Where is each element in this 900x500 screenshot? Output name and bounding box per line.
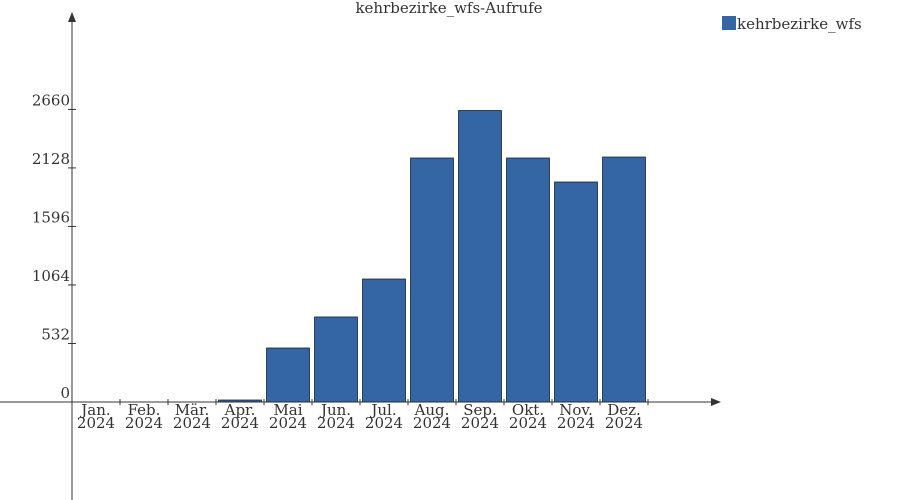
x-tick-label: Aug.	[414, 401, 450, 419]
legend-label: kehrbezirke_wfs	[737, 15, 862, 33]
x-tick-label: Sep.	[463, 401, 497, 419]
x-tick-label: 2024	[317, 414, 355, 432]
x-tick-label: 2024	[413, 414, 451, 432]
x-tick-label: Okt.	[512, 401, 544, 419]
x-tick-label: Mai	[273, 401, 302, 419]
x-tick-label: Jul.	[369, 401, 396, 419]
y-tick-label: 2128	[32, 150, 70, 168]
bar	[410, 157, 454, 403]
x-tick-label: Jan.	[79, 401, 110, 419]
bar	[602, 156, 646, 403]
y-tick-label: 2660	[32, 91, 70, 109]
y-tick-label: 0	[60, 384, 70, 402]
bar	[362, 278, 406, 403]
bar	[458, 110, 502, 403]
x-axis-arrow	[711, 398, 721, 406]
x-tick-label: 2024	[125, 414, 163, 432]
x-tick-label: 2024	[557, 414, 595, 432]
x-tick-label: Dez.	[607, 401, 641, 419]
bar	[554, 181, 598, 403]
chart-title: kehrbezirke_wfs-Aufrufe	[355, 0, 542, 17]
legend-swatch	[722, 16, 736, 30]
x-tick-label: 2024	[221, 414, 259, 432]
bar	[506, 157, 550, 403]
x-tick-label: Nov.	[559, 401, 593, 419]
bar	[218, 399, 262, 403]
x-tick-label: Feb.	[128, 401, 161, 419]
y-tick-label: 1064	[32, 267, 70, 285]
x-tick-label: Jun.	[319, 401, 351, 419]
x-tick-label: Mär.	[175, 401, 210, 419]
x-tick-label: Apr.	[224, 401, 256, 419]
bar	[266, 347, 310, 403]
bar	[314, 316, 358, 403]
x-tick-label: 2024	[269, 414, 307, 432]
y-tick-label: 1596	[32, 208, 70, 226]
x-tick-label: 2024	[605, 414, 643, 432]
x-tick-label: 2024	[461, 414, 499, 432]
y-tick-label: 532	[41, 325, 70, 343]
x-tick-label: 2024	[509, 414, 547, 432]
x-tick-label: 2024	[77, 414, 115, 432]
y-axis-arrow	[68, 12, 76, 22]
x-tick-label: 2024	[365, 414, 403, 432]
x-tick-label: 2024	[173, 414, 211, 432]
